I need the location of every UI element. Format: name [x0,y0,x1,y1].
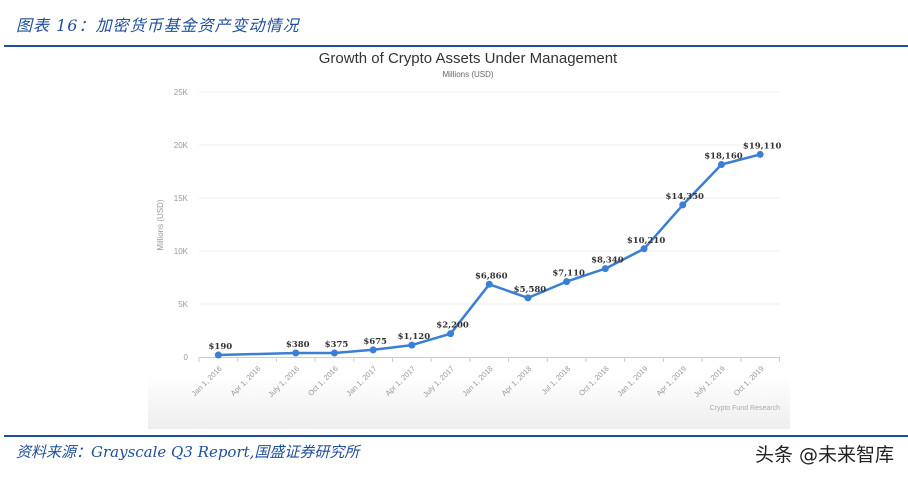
data-point [369,346,377,354]
x-tick-label: Apr 1, 2019 [654,364,688,398]
x-tick-label: July 1, 2017 [421,364,456,399]
data-label: $1,120 [398,332,431,342]
top-rule [4,45,908,47]
data-label: $2,200 [436,321,469,331]
data-point [563,278,571,286]
data-label: $14,350 [666,192,705,202]
y-tick-label: 5K [178,300,188,309]
y-tick-label: 15K [174,194,189,203]
bottom-rule [4,435,908,437]
data-label: $190 [209,342,233,352]
x-tick-label: Apr 1, 2017 [383,364,417,398]
data-point [214,351,222,359]
data-label: $7,110 [552,269,585,279]
data-label: $375 [325,340,349,350]
data-point [408,341,416,349]
chart-credit: Crypto Fund Research [710,405,781,412]
data-point [447,330,455,338]
data-point [717,161,725,169]
x-tick-label: Oct 1, 2018 [577,364,611,398]
data-label: $19,110 [743,141,782,151]
data-point [756,150,764,158]
chart-panel [148,47,790,429]
data-label: $380 [286,340,310,350]
series-line [218,153,761,357]
source-note: 资料来源：Grayscale Q3 Report,国盛证券研究所 [16,443,360,461]
data-point [292,349,300,357]
data-label: $675 [363,337,387,347]
data-point [640,245,648,253]
x-tick-label: Jan 1, 2019 [615,364,649,398]
x-tick-label: Jan 1, 2018 [461,364,495,398]
y-tick-label: 20K [174,141,189,150]
data-point [601,265,609,273]
figure-title: 图表 16：加密货币基金资产变动情况 [16,16,300,35]
data-point [330,349,338,357]
data-label: $5,580 [514,285,547,295]
y-tick-label: 0 [184,353,189,362]
chart-subtitle: Millions (USD) [442,70,494,79]
y-axis-title: Millions (USD) [156,199,165,250]
x-tick-label: Oct 1, 2019 [732,364,766,398]
data-label: $18,160 [704,152,743,162]
data-point [485,280,493,288]
x-tick-label: July 1, 2019 [692,364,727,399]
data-label: $6,860 [475,271,508,281]
x-tick-label: Apr 1, 2018 [500,364,534,398]
data-label: $8,340 [591,256,624,266]
data-point [679,201,687,209]
chart-title: Growth of Crypto Assets Under Management [318,50,618,67]
data-label: $10,210 [627,236,666,246]
x-tick-label: Apr 1, 2016 [229,364,263,398]
y-tick-label: 10K [174,247,189,256]
x-tick-label: Oct 1, 2016 [306,364,340,398]
x-tick-label: Jan 1, 2016 [190,364,224,398]
watermark: 头条 @未来智库 [754,444,894,466]
x-tick-label: July 1, 2016 [266,364,301,399]
y-tick-label: 25K [174,88,189,97]
x-tick-label: Jul 1, 2018 [540,364,572,396]
x-tick-label: Jan 1, 2017 [344,364,378,398]
data-point [524,294,532,302]
